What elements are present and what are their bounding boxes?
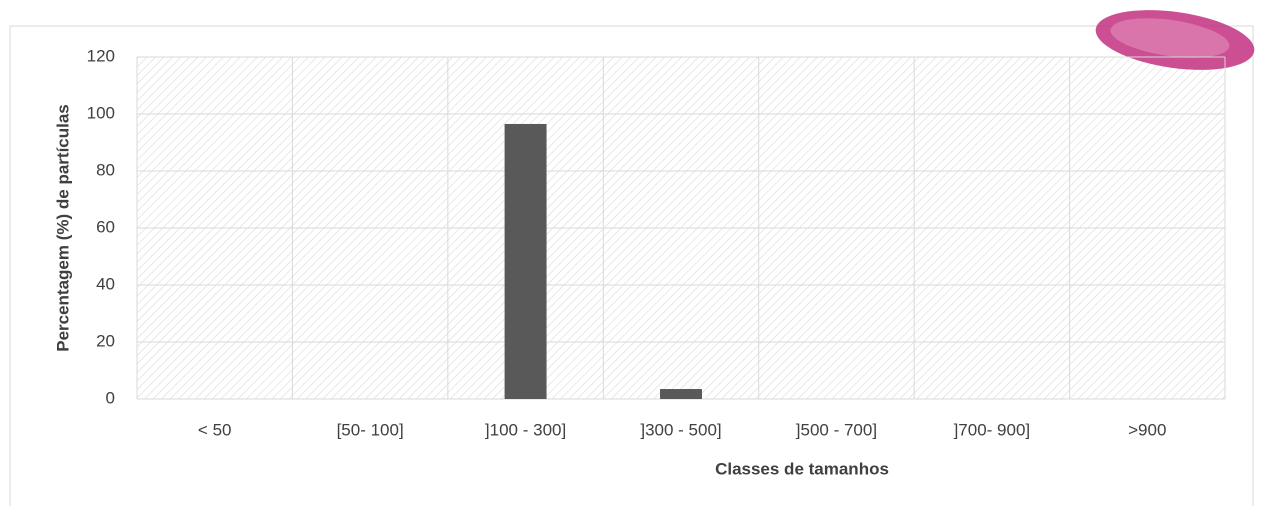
y-tick-label: 100 [87,103,115,122]
x-tick-label: ]700- 900] [954,420,1031,439]
y-axis-title: Percentagem (%) de partículas [53,104,72,352]
y-tick-label: 80 [96,160,115,179]
x-tick-label: < 50 [198,420,232,439]
y-tick-label: 40 [96,274,115,293]
y-tick-label: 60 [96,217,115,236]
x-tick-label: ]300 - 500] [640,420,721,439]
y-tick-label: 0 [106,388,115,407]
chart-frame [9,25,1254,506]
y-tick-label: 20 [96,331,115,350]
x-axis-title: Classes de tamanhos [715,459,889,478]
x-tick-label: [50- 100] [337,420,404,439]
y-tick-label: 120 [87,46,115,65]
x-tick-label: ]500 - 700] [796,420,877,439]
bar [660,389,702,399]
bar [504,123,547,399]
x-tick-label: >900 [1128,420,1166,439]
decoration-blob [1095,10,1255,70]
x-tick-label: ]100 - 300] [485,420,566,439]
